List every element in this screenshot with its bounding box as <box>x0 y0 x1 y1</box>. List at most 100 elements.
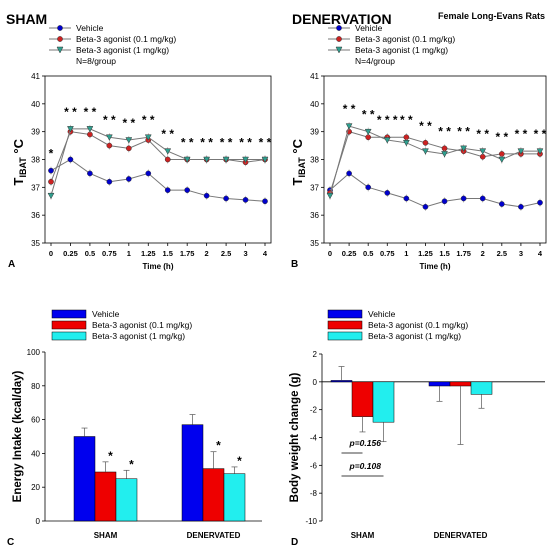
panel-a-significance-star: * * <box>259 136 272 150</box>
panel-a-point <box>222 156 230 164</box>
panel-a-ytick-label: 38 <box>31 156 40 165</box>
panel-c-ytick-label: 0 <box>36 517 41 526</box>
panel-b-significance-star: * * <box>400 113 413 127</box>
panel-c-significance-star: * <box>108 449 113 463</box>
panel-d-pvalue-label: p=0.156 <box>349 438 382 448</box>
panel-a-point <box>48 178 54 185</box>
panel-a-point <box>106 142 113 149</box>
panel-d-legend-entry: Beta-3 agonist (1 mg/kg) <box>368 331 461 341</box>
panel-c-bar <box>94 471 117 522</box>
panel-a-line-chart: 35 36 37 38 39 40 41 0 0.25 0.5 0.75 1 1.25 1.5 1.75 2 2… <box>11 23 272 271</box>
panel-b-point <box>517 148 525 155</box>
panel-c-bar <box>202 468 225 522</box>
panel-b-significance-star: * * <box>438 124 451 138</box>
panel-a-ytick-label: 36 <box>31 211 40 220</box>
panel-a-point <box>47 192 55 200</box>
panel-a-ytick-label: 39 <box>31 128 40 137</box>
panel-a-xtick-label: 1.5 <box>163 249 173 258</box>
panel-a-xtick-label: 3 <box>243 249 247 258</box>
panel-d-category-label: SHAM <box>351 531 375 540</box>
panel-b-point <box>365 184 372 191</box>
panel-a-xtick-label: 0.25 <box>63 249 78 258</box>
panel-d-ytick-label: -10 <box>305 517 317 526</box>
panel-b-point <box>479 195 486 202</box>
panel-a-point <box>164 148 172 155</box>
panel-a-point <box>87 170 93 177</box>
panel-b-point <box>422 148 429 155</box>
panel-a-significance-star: * * <box>239 136 252 150</box>
panel-b-point <box>537 199 543 206</box>
panel-b-point <box>384 190 391 196</box>
panel-d-legend-entry: Beta-3 agonist (0.1 mg/kg) <box>368 320 468 330</box>
panel-a-point <box>67 126 74 133</box>
panel-a-xtick-label: 2 <box>205 249 209 258</box>
panel-d-bar <box>470 381 493 395</box>
panel-b-significance-star: * * * <box>377 113 398 127</box>
panel-c-legend-swatch <box>51 309 87 319</box>
panel-a-significance-star: * * <box>142 113 155 127</box>
panel-c-significance-star: * <box>129 457 134 471</box>
panel-b-xtick-label: 0.25 <box>342 249 357 258</box>
panel-c-ytick-label: 40 <box>31 449 40 458</box>
panel-b-point <box>441 151 448 158</box>
panel-a-legend-marker <box>57 36 63 42</box>
panel-d-bar-chart: -10 -8 -6 -4 -2 0 2 Body weight change (g) Vehic… <box>289 309 545 540</box>
panel-a-point <box>184 187 191 193</box>
panel-a-legend-marker <box>57 25 63 31</box>
panel-a-legend-entry: Beta-3 agonist (1 mg/kg) <box>76 45 169 55</box>
panel-b-ytick-label: 39 <box>310 128 319 137</box>
panel-b-point <box>460 145 468 152</box>
panel-a-point <box>242 197 249 203</box>
panel-b-point <box>422 139 429 146</box>
panel-b-point <box>518 203 524 210</box>
panel-d-legend-swatch <box>327 309 363 319</box>
panel-b-legend-entry: Beta-3 agonist (0.1 mg/kg) <box>355 34 455 44</box>
panel-a-point <box>145 170 152 177</box>
panel-a-xtick-label: 0.5 <box>85 249 95 258</box>
panel-b-point <box>460 195 467 202</box>
panel-c-category-label: DENERVATED <box>187 531 241 540</box>
panel-b-xtick-label: 1.25 <box>418 249 433 258</box>
panel-c-significance-star: * <box>216 439 221 453</box>
panel-c-bar <box>181 424 204 522</box>
panel-a-point <box>223 195 229 202</box>
panel-d-ytick-label: 2 <box>313 350 318 359</box>
panel-d-bar <box>449 381 472 387</box>
panel-b-ytick-label: 37 <box>310 183 319 192</box>
panel-a-legend-marker <box>56 46 64 54</box>
panel-b-point <box>345 123 353 130</box>
panel-b-significance-star: * * <box>457 124 470 138</box>
panel-a-ytick-label: 35 <box>31 239 40 248</box>
panel-b-series-line-0 <box>329 172 541 208</box>
panel-b-series-line-2 <box>329 125 540 196</box>
panel-c-ylabel: Energy Intake (kcal/day) <box>12 370 24 502</box>
panel-b-xtick-label: 4 <box>538 249 543 258</box>
panel-a-point <box>262 198 268 205</box>
panel-a-point <box>125 176 132 182</box>
panel-a-point <box>106 178 113 185</box>
panel-a-point <box>144 134 152 141</box>
panel-b-point <box>441 198 448 205</box>
panel-c-ytick-label: 20 <box>31 483 40 492</box>
panel-a-significance-star: * * <box>161 127 174 141</box>
panel-a-significance-star: * * <box>103 113 116 127</box>
panel-b-line-chart: 35 36 37 38 39 40 41 0 0.25 0.5 0.75 1 1.25 1.5 1.75 2 2… <box>290 23 547 271</box>
panel-a-point <box>67 156 74 163</box>
panel-d-bar <box>372 381 395 423</box>
panel-a-xtick-label: 2.5 <box>221 249 231 258</box>
panel-d-legend-swatch <box>327 320 363 330</box>
panel-b-point <box>346 170 352 177</box>
panel-b-ytick-label: 41 <box>310 72 319 81</box>
panel-b-title: DENERVATION <box>292 11 392 27</box>
panel-b-xtick-label: 0.75 <box>380 249 395 258</box>
panel-c-letter: C <box>7 537 14 548</box>
panel-d-bar <box>330 380 353 383</box>
panel-b-point <box>326 192 334 200</box>
panel-b-ytick-label: 36 <box>310 211 319 220</box>
panel-c-bar <box>223 473 246 522</box>
panel-b-significance-star: * * <box>534 127 547 141</box>
panel-b-point <box>403 195 410 202</box>
panel-c-bar <box>73 436 96 522</box>
panel-a-xtick-label: 1 <box>127 249 131 258</box>
